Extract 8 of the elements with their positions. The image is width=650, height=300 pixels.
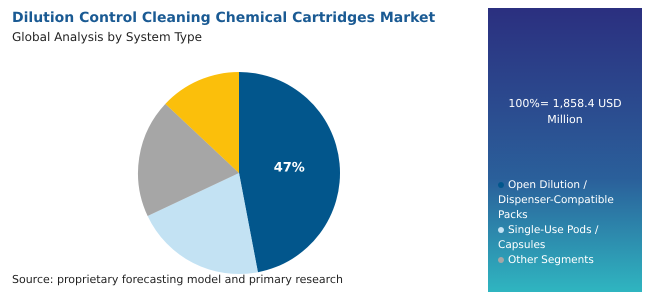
legend-label: Other Segments	[507, 253, 595, 268]
legend-label: Open Dilution / Dispenser-Compatible Packs	[498, 178, 615, 223]
data-label: 47%	[274, 160, 305, 176]
chart-title: Dilution Control Cleaning Chemical Cartridges Market	[12, 10, 436, 26]
legend-label: Single-Use Pods / Capsules	[498, 223, 600, 253]
text: Global Analysis by System Type	[12, 30, 202, 44]
text: 100%= 1,858.4 USD Million	[507, 96, 623, 128]
source-note: Source: proprietary forecasting model and primary research	[12, 273, 343, 286]
